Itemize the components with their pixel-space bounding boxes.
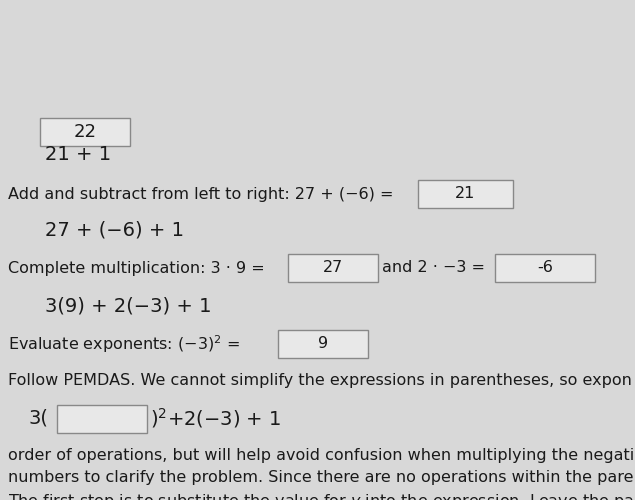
FancyBboxPatch shape [57,405,147,433]
Text: 21 + 1: 21 + 1 [45,144,111,164]
Text: 3(9) + 2(−3) + 1: 3(9) + 2(−3) + 1 [45,296,211,316]
Text: Follow PEMDAS. We cannot simplify the expressions in parentheses, so expon: Follow PEMDAS. We cannot simplify the ex… [8,372,632,388]
FancyBboxPatch shape [40,118,130,146]
Text: The first step is to substitute the value for $y$ into the expression. Leave the: The first step is to substitute the valu… [8,492,634,500]
FancyBboxPatch shape [495,254,595,282]
Text: Complete multiplication: 3 · 9 =: Complete multiplication: 3 · 9 = [8,260,265,276]
Text: order of operations, but will help avoid confusion when multiplying the negati: order of operations, but will help avoid… [8,448,634,463]
Text: 9: 9 [318,336,328,351]
Text: 3(: 3( [28,408,48,428]
Text: 27: 27 [323,260,343,276]
Text: and 2 · −3 =: and 2 · −3 = [382,260,485,276]
Text: 21: 21 [455,186,476,202]
FancyBboxPatch shape [418,180,513,208]
Text: numbers to clarify the problem. Since there are no operations within the pare: numbers to clarify the problem. Since th… [8,470,634,485]
Text: -6: -6 [537,260,553,276]
FancyBboxPatch shape [278,330,368,358]
Text: )$^2$+2(−3) + 1: )$^2$+2(−3) + 1 [150,406,281,430]
Text: Evaluate exponents: $(-3)^2$ =: Evaluate exponents: $(-3)^2$ = [8,333,240,355]
Text: 22: 22 [74,123,97,141]
Text: 27 + (−6) + 1: 27 + (−6) + 1 [45,220,184,240]
FancyBboxPatch shape [288,254,378,282]
Text: Add and subtract from left to right: 27 + (−6) =: Add and subtract from left to right: 27 … [8,186,394,202]
